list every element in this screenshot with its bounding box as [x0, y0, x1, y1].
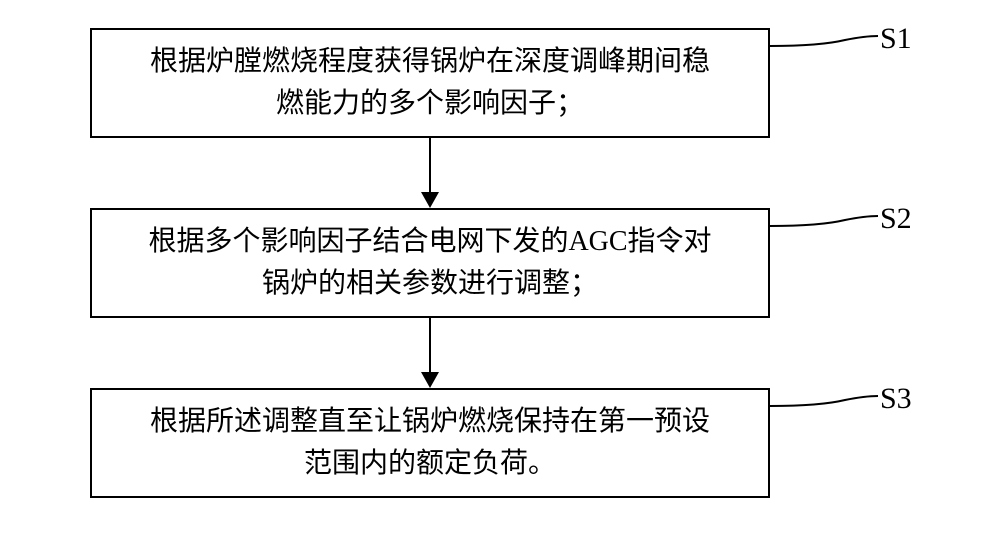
flowchart-container: 根据炉膛燃烧程度获得锅炉在深度调峰期间稳 燃能力的多个影响因子； S1 根据多个…	[0, 0, 1000, 543]
arrow-head	[421, 192, 439, 208]
arrow-s2-s3	[421, 318, 439, 388]
arrow-line	[429, 138, 431, 192]
label-s2: S2	[880, 202, 912, 236]
connector-s2	[770, 208, 880, 238]
label-s1: S1	[880, 22, 912, 56]
node-s1-line1: 根据炉膛燃烧程度获得锅炉在深度调峰期间稳	[150, 46, 710, 77]
flowchart-node-s3: 根据所述调整直至让锅炉燃烧保持在第一预设 范围内的额定负荷。	[90, 388, 770, 498]
arrow-head	[421, 372, 439, 388]
node-s1-line2: 燃能力的多个影响因子；	[276, 88, 584, 119]
node-s3-line1: 根据所述调整直至让锅炉燃烧保持在第一预设	[150, 406, 710, 437]
flowchart-node-s1: 根据炉膛燃烧程度获得锅炉在深度调峰期间稳 燃能力的多个影响因子；	[90, 28, 770, 138]
flowchart-node-s2: 根据多个影响因子结合电网下发的AGC指令对 锅炉的相关参数进行调整；	[90, 208, 770, 318]
arrow-line	[429, 318, 431, 372]
node-s2-text: 根据多个影响因子结合电网下发的AGC指令对 锅炉的相关参数进行调整；	[148, 221, 711, 305]
arrow-s1-s2	[421, 138, 439, 208]
connector-s3	[770, 388, 880, 418]
node-s2-line2: 锅炉的相关参数进行调整；	[262, 268, 598, 299]
label-s3: S3	[880, 382, 912, 416]
node-s3-text: 根据所述调整直至让锅炉燃烧保持在第一预设 范围内的额定负荷。	[150, 401, 710, 485]
connector-s1	[770, 28, 880, 58]
node-s2-line1: 根据多个影响因子结合电网下发的AGC指令对	[148, 226, 711, 257]
node-s1-text: 根据炉膛燃烧程度获得锅炉在深度调峰期间稳 燃能力的多个影响因子；	[150, 41, 710, 125]
node-s3-line2: 范围内的额定负荷。	[304, 448, 556, 479]
